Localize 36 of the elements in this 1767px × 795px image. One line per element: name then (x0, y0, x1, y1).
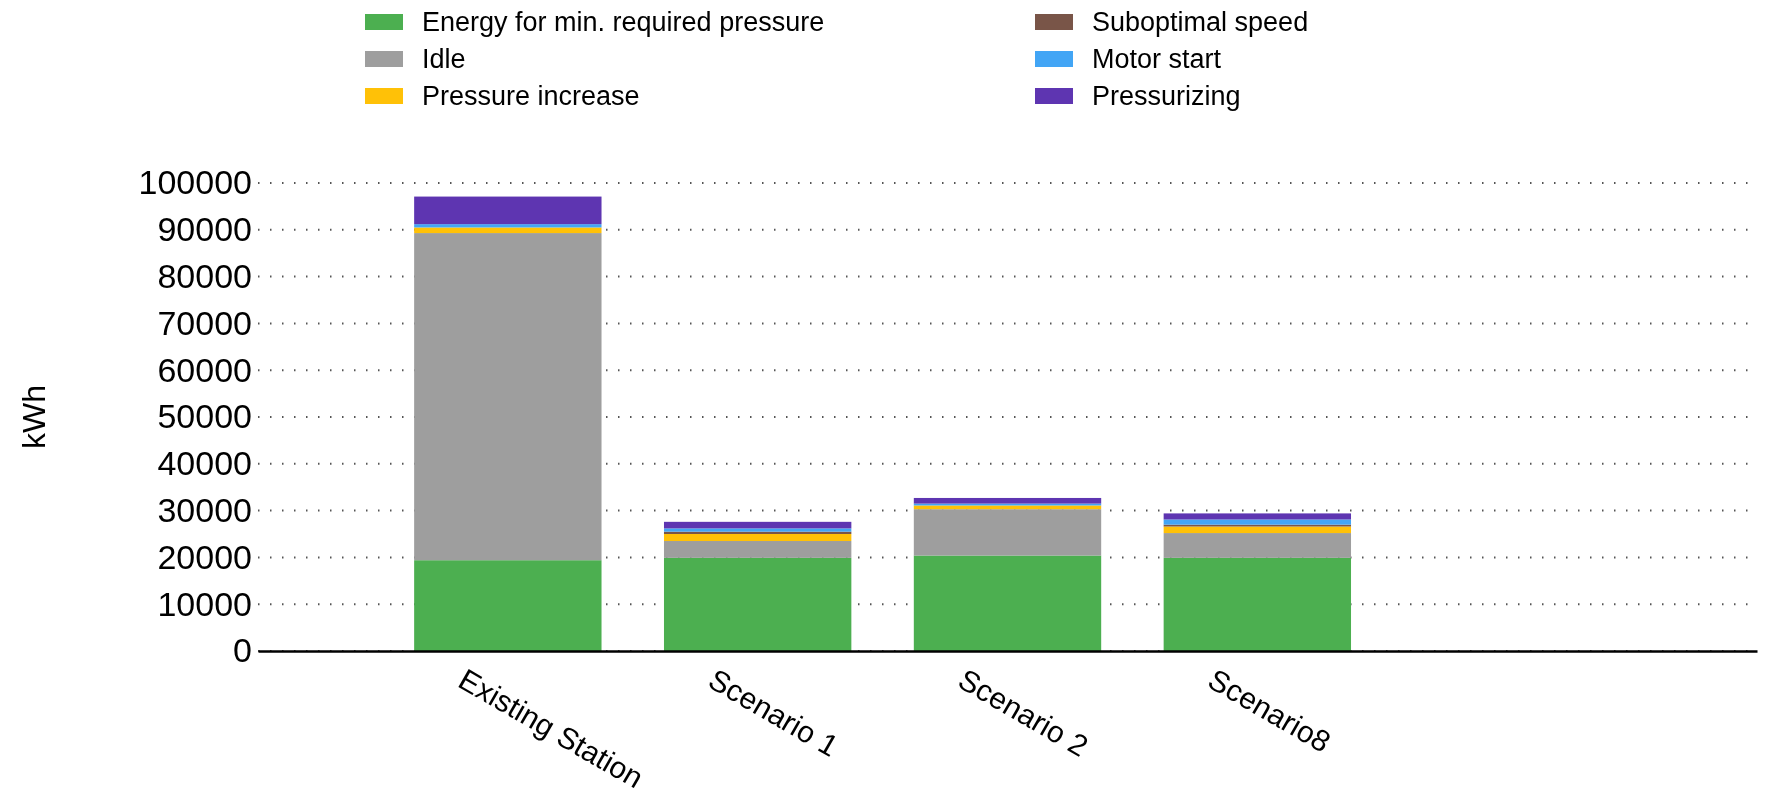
y-tick-label: 30000 (157, 490, 252, 529)
y-axis-title: kWh (16, 385, 52, 449)
bar (663, 541, 852, 558)
bar (913, 505, 1102, 510)
bar (913, 497, 1102, 504)
y-tick-label: 40000 (157, 444, 252, 483)
bar (663, 557, 852, 651)
bar (414, 196, 602, 225)
legend-label: Pressure increase (422, 81, 640, 112)
legend-label: Pressurizing (1092, 81, 1241, 112)
legend-label: Motor start (1092, 44, 1222, 75)
y-tick-label: 20000 (157, 537, 252, 576)
bar (663, 521, 852, 529)
bar (663, 534, 852, 542)
y-tick-label: 10000 (157, 584, 252, 623)
y-tick-label: 90000 (157, 210, 252, 249)
y-tick-label: 100000 (138, 163, 252, 202)
bar (913, 555, 1102, 651)
bar (1163, 519, 1352, 525)
y-tick-label: 50000 (157, 397, 252, 436)
legend-label: Idle (422, 44, 466, 75)
bar (913, 509, 1102, 556)
bar (414, 560, 602, 651)
y-tick-label: 0 (233, 631, 252, 670)
bar (414, 224, 602, 228)
bar (1163, 513, 1352, 520)
bar (1163, 557, 1352, 651)
bar (1163, 533, 1352, 558)
y-tick-label: 80000 (157, 256, 252, 295)
y-tick-label: 60000 (157, 350, 252, 389)
bar (414, 233, 602, 561)
y-tick-label: 70000 (157, 303, 252, 342)
legend-label: Energy for min. required pressure (422, 7, 825, 38)
bar (414, 227, 602, 234)
bar (1163, 526, 1352, 534)
legend-label: Suboptimal speed (1092, 7, 1309, 38)
